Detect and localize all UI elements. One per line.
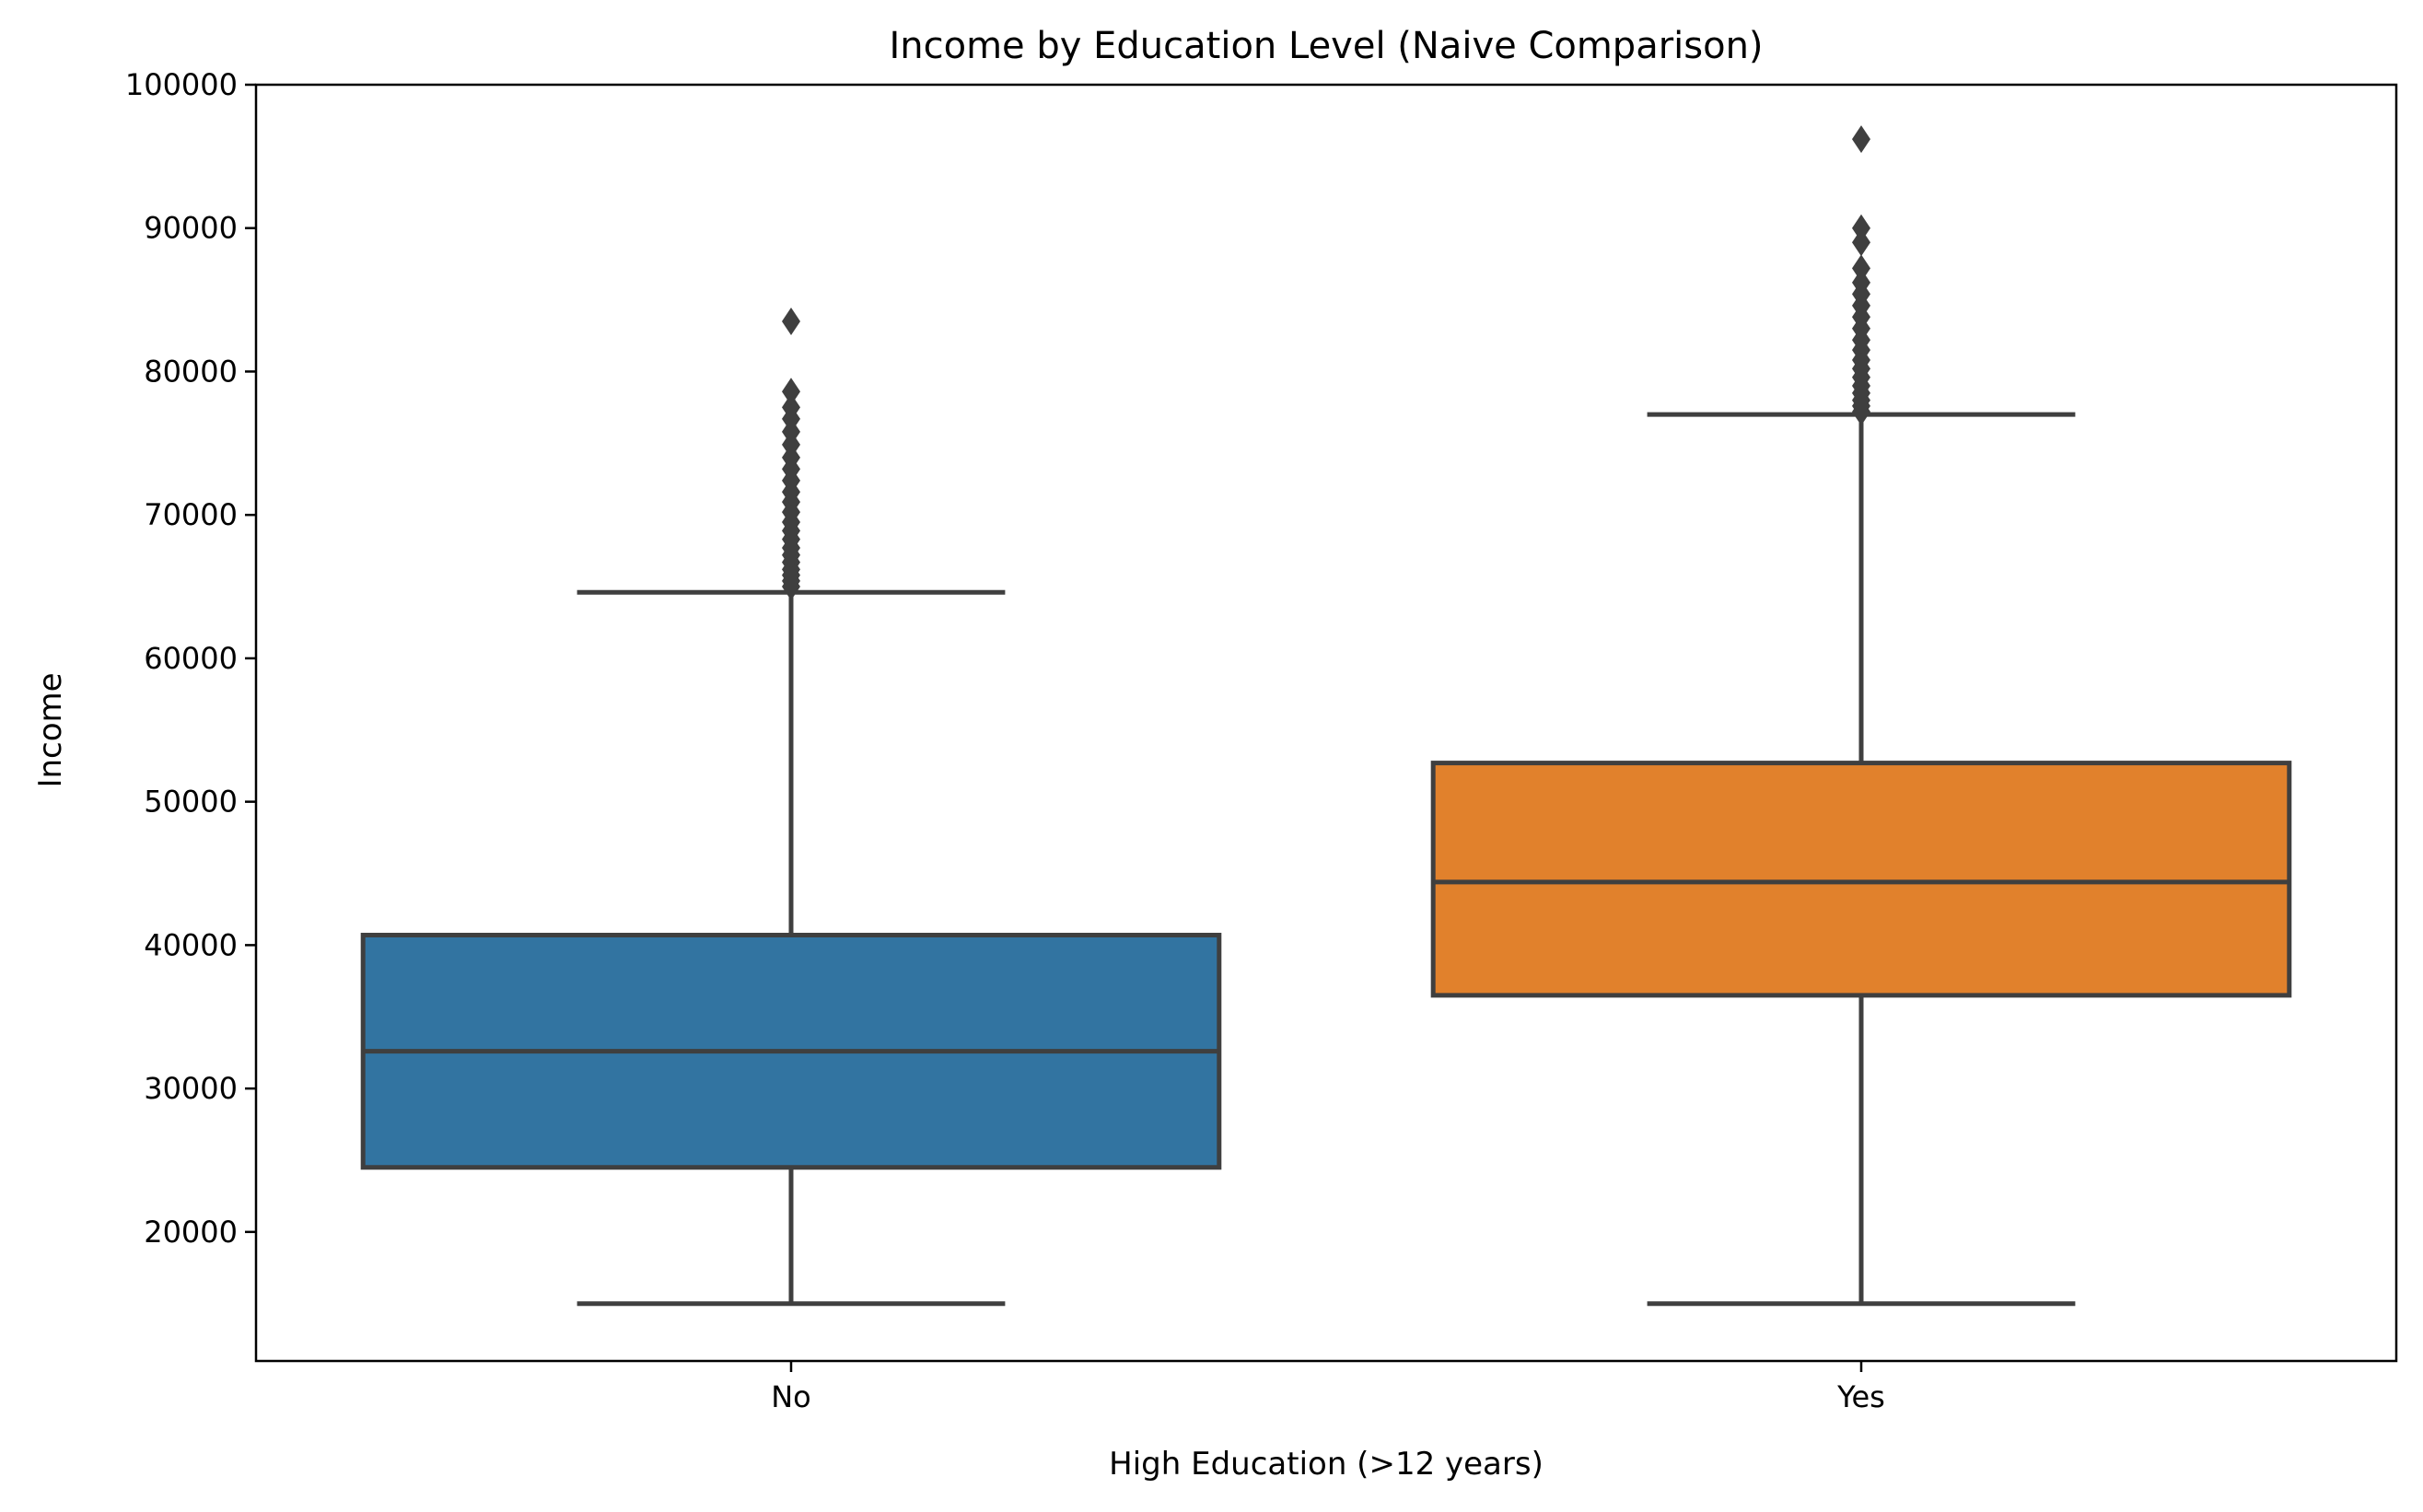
y-tick-label: 50000 <box>144 785 238 820</box>
iqr-box-yes <box>1430 761 2292 998</box>
x-tick-label-no: No <box>771 1379 811 1414</box>
y-tick-label: 60000 <box>144 641 238 676</box>
y-tick-label: 80000 <box>144 354 238 389</box>
y-tick-label: 40000 <box>144 927 238 962</box>
box-group-no <box>360 307 1222 1307</box>
plot-frame <box>254 83 2398 1363</box>
y-tick-label: 70000 <box>144 497 238 532</box>
outlier-point <box>782 393 800 422</box>
outlier-point <box>1852 228 1870 257</box>
outlier-point <box>782 307 800 335</box>
x-axis-label: High Education (>12 years) <box>1109 1446 1543 1483</box>
y-axis: 20000 30000 40000 50000 60000 70000 80000 90000… <box>125 67 256 1250</box>
outlier-point <box>1852 254 1870 283</box>
x-tick-label-yes: Yes <box>1836 1379 1885 1414</box>
chart-title: Income by Education Level (Naive Compari… <box>889 25 1763 67</box>
y-tick-label: 100000 <box>125 67 238 102</box>
outlier-point <box>782 378 800 406</box>
y-tick-label: 90000 <box>144 211 238 246</box>
y-tick-label: 30000 <box>144 1071 238 1106</box>
outlier-point <box>1852 214 1870 242</box>
outlier-point <box>1852 268 1870 297</box>
box-group-yes <box>1430 125 2292 1307</box>
outlier-point <box>1852 125 1870 154</box>
y-axis-label: Income <box>32 672 69 787</box>
y-tick-label: 20000 <box>144 1215 238 1250</box>
plot-area <box>254 83 2398 1363</box>
x-axis: No Yes <box>771 1361 1885 1414</box>
